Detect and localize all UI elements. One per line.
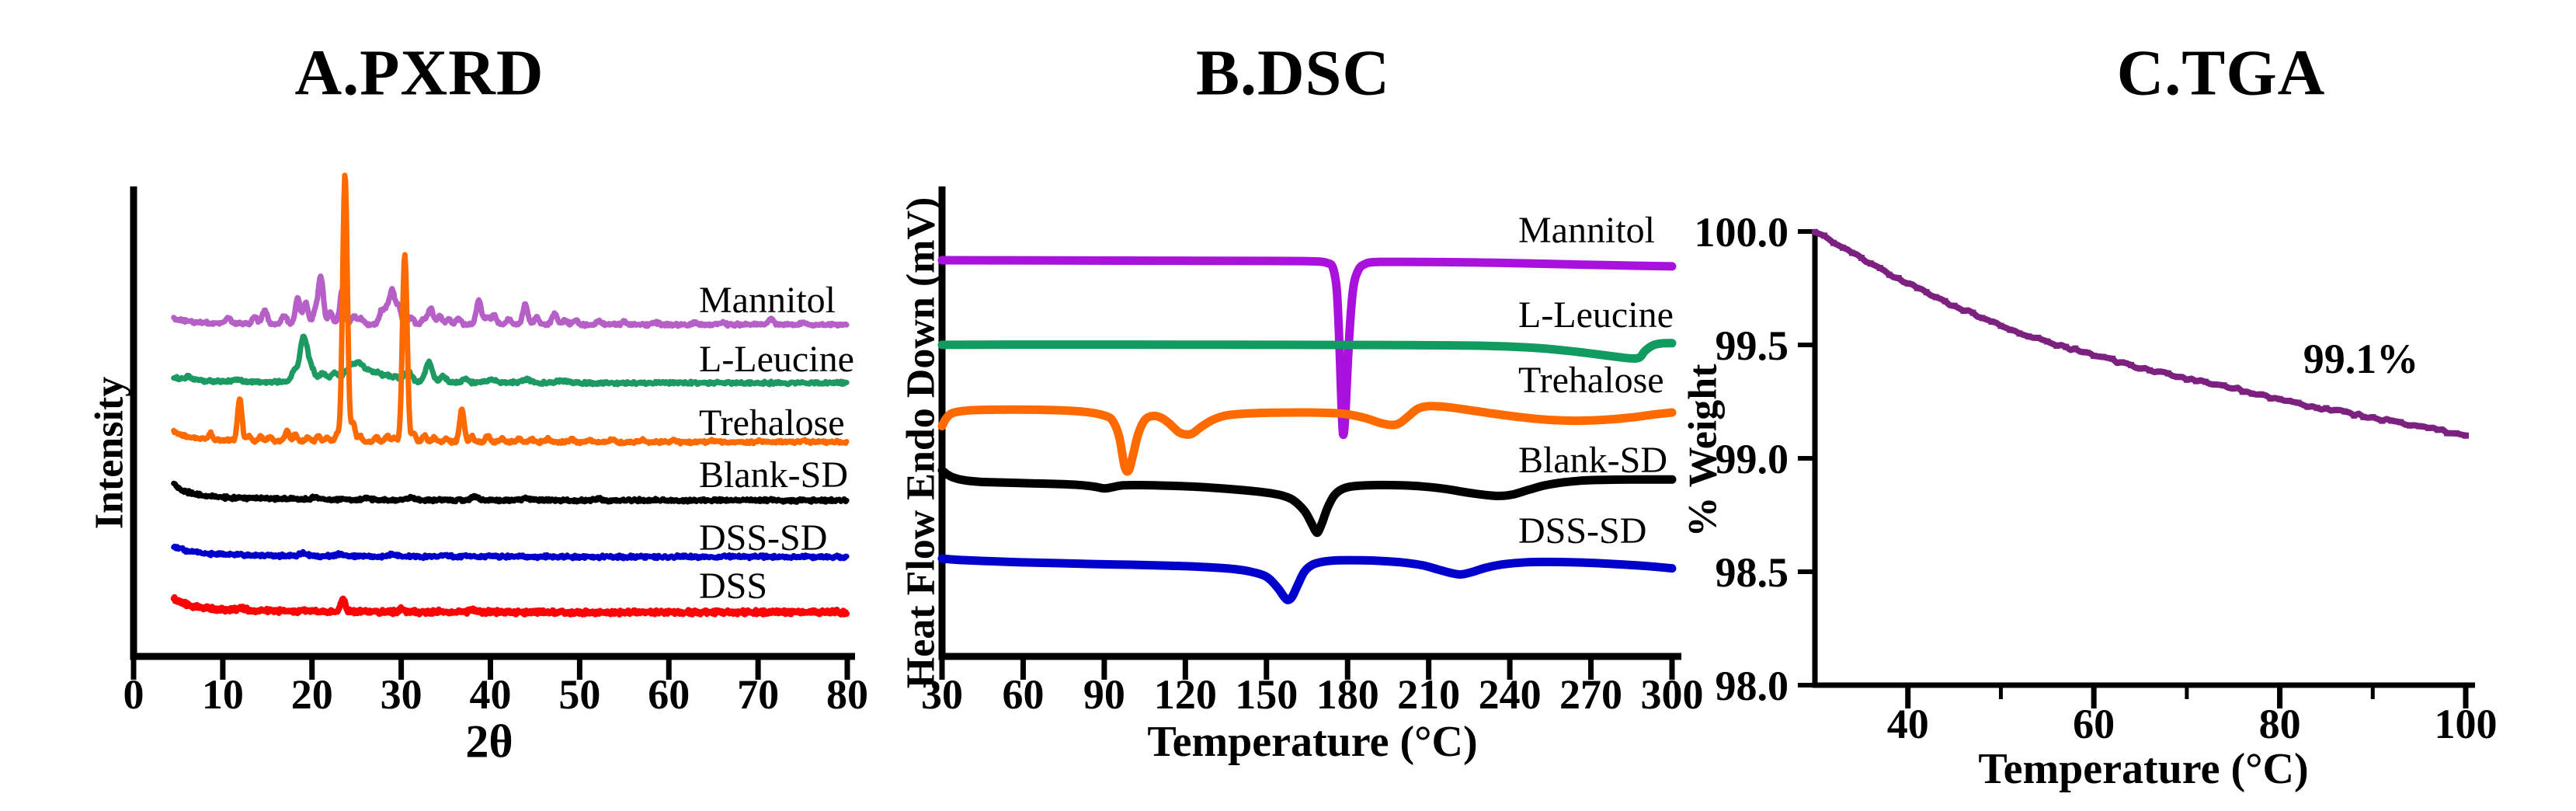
dsc-y-axis-label: Heat Flow Endo Down (mV) (899, 197, 944, 689)
pxrd-trace-dss (170, 593, 850, 618)
dsc-x-axis-label: Temperature (°C) (1147, 718, 1478, 766)
pxrd-x-tick-label: 10 (202, 671, 244, 718)
pxrd-x-tick-label: 80 (826, 671, 868, 718)
pxrd-trace-label-trehalose: Trehalose (699, 402, 845, 444)
tga-y-tick-label: 99.0 (1716, 436, 1789, 482)
pxrd-trace-trehalose (171, 172, 850, 447)
pxrd-trace-l-leucine (171, 333, 850, 388)
pxrd-x-tick-label: 50 (558, 671, 600, 718)
pxrd-x-tick-label: 40 (470, 671, 512, 718)
dsc-x-tick-label: 60 (1002, 671, 1044, 718)
dsc-x-tick-label: 150 (1235, 671, 1298, 718)
dsc-trace-trehalose (937, 402, 1677, 476)
tga-x-tick-label: 80 (2259, 701, 2301, 747)
dsc-trace-label-blank-sd: Blank-SD (1518, 440, 1667, 481)
tga-annotation: 99.1% (2303, 336, 2419, 382)
dsc-x-tick-label: 30 (921, 671, 963, 718)
pxrd-x-axis-label: 2θ (465, 715, 513, 767)
tga-x-axis-label: Temperature (°C) (1978, 745, 2309, 793)
pxrd-y-axis-label: Intensity (87, 376, 132, 530)
pxrd-trace-label-l-leucine: L-Leucine (699, 339, 854, 380)
pxrd-x-tick-label: 30 (381, 671, 422, 718)
pxrd-trace-label-mannitol: Mannitol (699, 280, 836, 321)
pxrd-trace-blank-sd (171, 480, 850, 505)
tga-axes (1812, 230, 2475, 688)
dsc-trace-dss-sd (937, 554, 1677, 604)
dsc-x-tick-label: 210 (1397, 671, 1460, 718)
panel-title-tga: C.TGA (2116, 37, 2326, 110)
tga-y-tick-label: 98.0 (1716, 663, 1789, 709)
pxrd-trace-label-dss: DSS (699, 566, 768, 607)
dsc-trace-label-trehalose: Trehalose (1518, 360, 1664, 401)
dsc-trace-blank-sd (937, 465, 1677, 538)
dsc-x-tick-label: 180 (1316, 671, 1379, 718)
dsc-x-tick-label: 300 (1641, 671, 1704, 718)
pxrd-trace-label-blank-sd: Blank-SD (699, 454, 848, 496)
tga-y-tick-label: 98.5 (1716, 549, 1789, 596)
dsc-x-tick-label: 90 (1083, 671, 1125, 718)
dsc-trace-label-dss-sd: DSS-SD (1518, 510, 1647, 552)
dsc-trace-l-leucine (937, 339, 1677, 363)
dsc-trace-label-mannitol: Mannitol (1518, 210, 1655, 251)
pxrd-trace-label-dss-sd: DSS-SD (699, 517, 828, 559)
tga-x-tick-label: 100 (2435, 701, 2498, 747)
tga-x-tick-label: 40 (1887, 701, 1929, 747)
pxrd-trace-mannitol (171, 273, 850, 329)
panel-title-pxrd: A.PXRD (294, 37, 544, 110)
dsc-x-tick-label: 270 (1559, 671, 1622, 718)
pxrd-x-tick-label: 70 (737, 671, 779, 718)
panel-title-dsc: B.DSC (1195, 37, 1391, 110)
tga-y-tick-label: 100.0 (1695, 209, 1789, 256)
tga-y-axis-label: % Weight (1681, 364, 1726, 538)
pxrd-x-tick-label: 20 (291, 671, 333, 718)
pxrd-x-tick-label: 0 (123, 671, 144, 718)
tga-curve (1812, 228, 2469, 439)
dsc-trace-label-l-leucine: L-Leucine (1518, 294, 1674, 336)
dsc-x-tick-label: 120 (1154, 671, 1217, 718)
pxrd-trace-dss-sd (171, 543, 850, 562)
tga-y-tick-label: 99.5 (1716, 322, 1789, 369)
dsc-x-tick-label: 240 (1479, 671, 1542, 718)
dsc-trace-mannitol (937, 256, 1677, 440)
pxrd-x-tick-label: 60 (648, 671, 690, 718)
tga-x-tick-label: 60 (2073, 701, 2115, 747)
